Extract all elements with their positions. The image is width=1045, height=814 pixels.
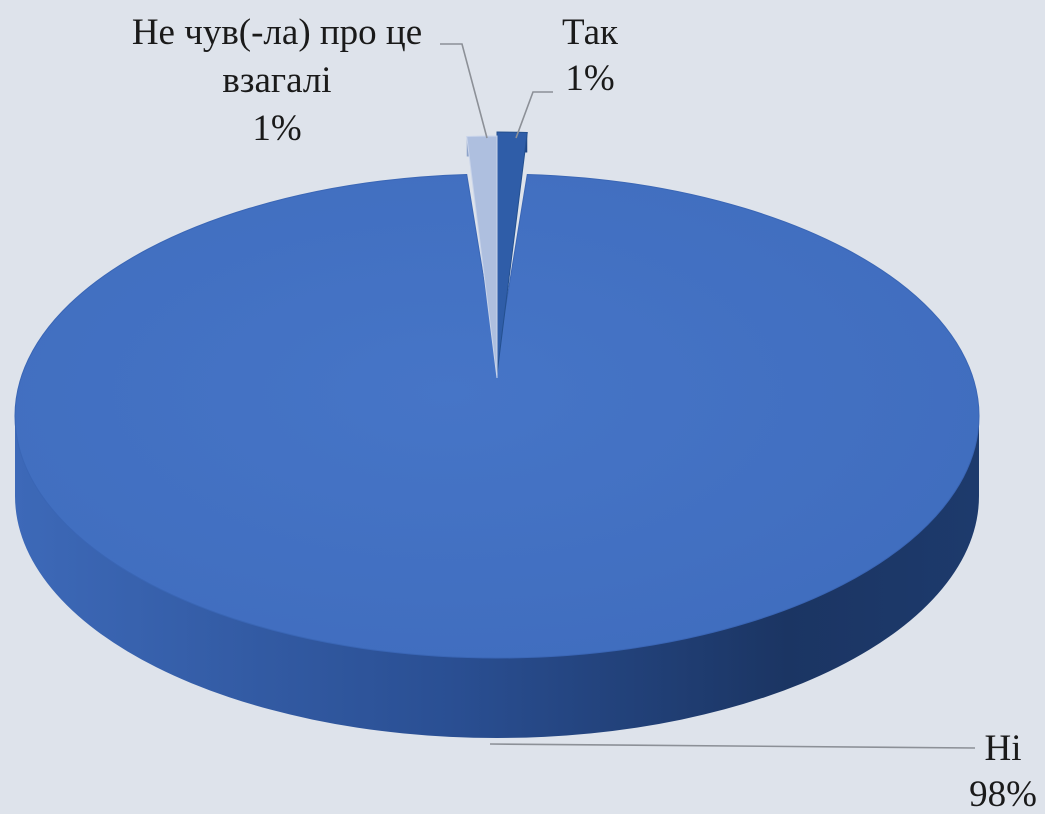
leader-line-ni: [490, 744, 975, 748]
data-label-tak-line-1: 1%: [565, 58, 614, 99]
data-label-tak-line-0: Так: [562, 12, 619, 53]
data-label-ne-chuv-line-2: 1%: [252, 108, 301, 149]
leader-line-ne-chuv: [440, 44, 487, 138]
data-label-ni-line-1: 98%: [969, 774, 1037, 814]
data-label-ne-chuv-line-0: Не чув(-ла) про це: [132, 12, 422, 53]
leader-line-tak: [516, 92, 553, 138]
data-label-ne-chuv-line-1: взагалі: [222, 60, 331, 101]
data-label-ni-line-0: Ні: [985, 728, 1022, 769]
